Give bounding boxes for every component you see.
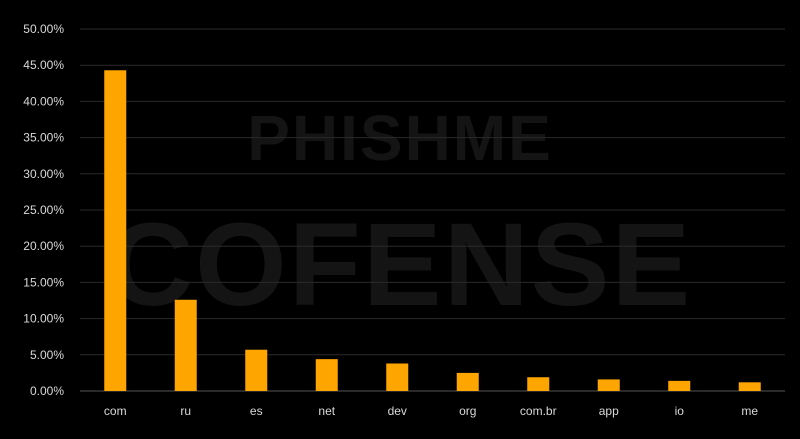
x-tick-label: es — [250, 404, 263, 418]
y-tick-label: 50.00% — [23, 22, 64, 36]
x-tick-label: net — [318, 404, 335, 418]
y-tick-label: 35.00% — [23, 131, 64, 145]
x-tick-label: ru — [180, 404, 191, 418]
x-tick-label: com.br — [520, 404, 557, 418]
y-tick-label: 5.00% — [30, 348, 64, 362]
watermark-line2: COFENSE — [108, 199, 692, 331]
bar-me — [738, 382, 761, 391]
x-tick-label: org — [459, 404, 476, 418]
x-tick-label: dev — [388, 404, 407, 418]
y-tick-label: 40.00% — [23, 94, 64, 108]
x-tick-label: me — [741, 404, 758, 418]
y-axis-tick-labels: 0.00% 5.00% 10.00% 15.00% 20.00% 25.00% 30.00%… — [23, 22, 64, 398]
bar-net — [315, 359, 338, 391]
y-tick-label: 20.00% — [23, 239, 64, 253]
bars — [104, 70, 761, 391]
bar-dev — [386, 363, 409, 391]
y-tick-label: 45.00% — [23, 58, 64, 72]
y-tick-label: 0.00% — [30, 384, 64, 398]
y-tick-label: 30.00% — [23, 167, 64, 181]
y-tick-label: 25.00% — [23, 203, 64, 217]
bar-app — [597, 379, 620, 391]
x-tick-label: io — [675, 404, 685, 418]
gridlines — [80, 28, 785, 392]
bar-es — [245, 349, 268, 391]
bar-com-br — [527, 377, 550, 391]
x-tick-label: app — [599, 404, 619, 418]
x-axis-tick-labels: com ru es net dev org com.br app io me — [104, 404, 758, 418]
y-tick-label: 10.00% — [23, 312, 64, 326]
bar-org — [456, 372, 479, 391]
bar-ru — [174, 299, 197, 391]
y-tick-label: 15.00% — [23, 275, 64, 289]
bar-com — [104, 70, 127, 391]
x-tick-label: com — [104, 404, 127, 418]
bar-io — [668, 380, 691, 391]
watermark: PHISHME COFENSE — [108, 102, 692, 331]
